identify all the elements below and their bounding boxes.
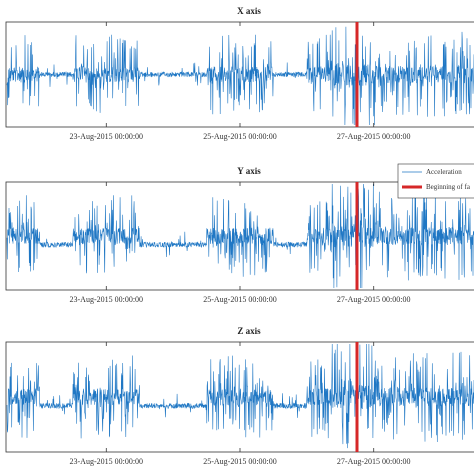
acceleration-series <box>6 183 474 289</box>
x-tick-label: 23-Aug-2015 00:00:00 <box>70 295 144 304</box>
panel-2: Y axis 23-Aug-2015 00:00:00 25-Aug-2015 00… <box>5 163 474 304</box>
acceleration-series <box>6 26 474 126</box>
panel-title: Z axis <box>237 326 261 336</box>
legend: Acceleration Beginning of fa <box>397 163 474 199</box>
plot-frame <box>5 21 474 128</box>
panel-title: X axis <box>237 6 261 16</box>
panel-1: X axis 23-Aug-2015 00:00:00 25-Aug-2015 00… <box>5 6 474 141</box>
x-tick-label: 23-Aug-2015 00:00:00 <box>70 457 144 466</box>
plot-frame <box>5 181 474 291</box>
x-tick-label: 25-Aug-2015 00:00:00 <box>203 295 277 304</box>
x-tick-label: 23-Aug-2015 00:00:00 <box>70 132 144 141</box>
legend-fault-label: Beginning of fa <box>426 183 471 191</box>
panel-3: Z axis 23-Aug-2015 00:00:00 25-Aug-2015 00… <box>5 326 474 466</box>
x-tick-label: 27-Aug-2015 00:00:00 <box>337 295 411 304</box>
acceleration-series <box>6 343 474 449</box>
x-tick-label: 25-Aug-2015 00:00:00 <box>203 457 277 466</box>
plot-frame <box>5 341 474 453</box>
legend-box <box>397 163 474 199</box>
x-tick-label: 27-Aug-2015 00:00:00 <box>337 457 411 466</box>
x-tick-label: 25-Aug-2015 00:00:00 <box>203 132 277 141</box>
panel-title: Y axis <box>237 166 261 176</box>
legend-acceleration-label: Acceleration <box>426 168 462 176</box>
x-tick-label: 27-Aug-2015 00:00:00 <box>337 132 411 141</box>
